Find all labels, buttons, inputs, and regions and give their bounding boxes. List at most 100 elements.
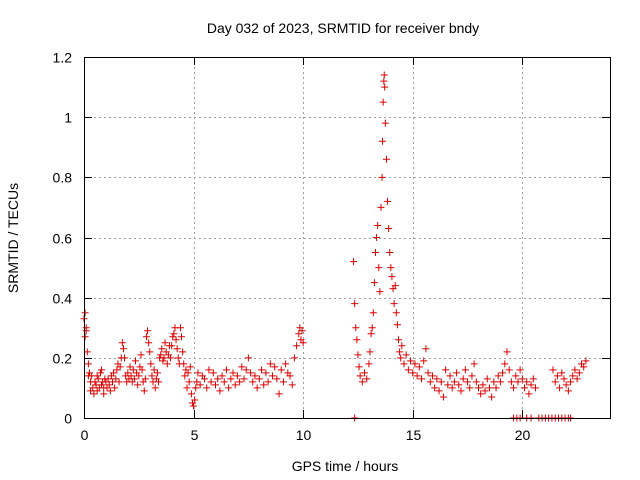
data-point — [167, 354, 175, 362]
data-point — [104, 375, 112, 383]
data-point — [523, 378, 531, 386]
data-point — [575, 369, 583, 377]
data-point — [395, 336, 403, 344]
data-point — [91, 378, 99, 386]
data-point — [119, 345, 127, 353]
data-point — [168, 342, 176, 350]
data-point — [222, 366, 230, 374]
data-point — [134, 381, 142, 389]
data-point — [505, 366, 513, 374]
data-point — [158, 345, 166, 353]
data-point — [483, 375, 491, 383]
data-point — [353, 336, 361, 344]
data-point — [209, 369, 217, 377]
data-point — [207, 378, 215, 386]
data-point — [268, 372, 276, 380]
data-point — [420, 357, 428, 365]
data-point — [431, 384, 439, 392]
data-point — [110, 369, 118, 377]
data-point — [286, 372, 294, 380]
data-point — [556, 384, 564, 392]
data-point — [477, 390, 485, 398]
data-point — [271, 363, 279, 371]
data-point — [172, 336, 180, 344]
data-point — [115, 378, 123, 386]
data-point — [398, 342, 406, 350]
y-axis-label: SRMTID / TECUs — [5, 183, 21, 293]
data-point — [393, 321, 401, 329]
data-point — [450, 378, 458, 386]
data-point — [390, 300, 398, 308]
data-point — [93, 372, 101, 380]
data-point — [94, 375, 102, 383]
data-point — [251, 372, 259, 380]
data-point — [558, 369, 566, 377]
data-point — [118, 339, 126, 347]
data-point — [196, 381, 204, 389]
data-point — [437, 378, 445, 386]
data-point — [192, 384, 200, 392]
data-point — [242, 366, 250, 374]
data-point — [203, 384, 211, 392]
data-point — [163, 360, 171, 368]
x-tick-label: 0 — [81, 427, 89, 443]
data-point — [247, 369, 255, 377]
data-point — [132, 357, 140, 365]
data-point — [153, 369, 161, 377]
data-point — [266, 360, 274, 368]
data-point — [350, 258, 358, 266]
y-tick-label: 1 — [64, 110, 72, 126]
data-point — [553, 372, 561, 380]
data-point — [424, 369, 432, 377]
data-point — [573, 375, 581, 383]
data-point — [562, 381, 570, 389]
data-point — [488, 393, 496, 401]
data-point — [108, 378, 116, 386]
data-point — [351, 300, 359, 308]
data-point — [277, 366, 285, 374]
data-point — [238, 363, 246, 371]
data-point — [387, 264, 395, 272]
data-point — [193, 378, 201, 386]
data-point — [180, 360, 188, 368]
data-point — [176, 324, 184, 332]
data-point — [457, 387, 465, 395]
data-point — [212, 381, 219, 389]
data-point — [514, 378, 522, 386]
data-point — [138, 366, 146, 374]
data-point — [130, 375, 138, 383]
data-point — [549, 366, 557, 374]
data-point — [422, 345, 430, 353]
data-point — [371, 249, 379, 257]
data-point — [521, 384, 529, 392]
data-point — [145, 339, 153, 347]
data-point — [501, 360, 509, 368]
data-point — [288, 381, 296, 389]
data-point — [184, 369, 192, 377]
data-point — [380, 71, 388, 79]
data-point — [503, 348, 511, 356]
data-point — [516, 366, 524, 374]
data-point — [295, 330, 303, 338]
data-point — [216, 387, 224, 395]
data-point — [81, 333, 89, 341]
data-point — [446, 372, 454, 380]
data-point — [459, 375, 467, 383]
data-point — [368, 324, 376, 332]
data-point — [507, 378, 515, 386]
data-point — [135, 372, 143, 380]
data-point — [481, 387, 489, 395]
data-point — [531, 384, 539, 392]
data-point — [249, 378, 257, 386]
data-point — [157, 351, 165, 359]
data-point — [464, 378, 472, 386]
data-point — [240, 375, 248, 383]
data-point — [236, 378, 244, 386]
data-point — [355, 363, 363, 371]
data-point — [100, 390, 108, 398]
data-point — [407, 357, 415, 365]
chart-title: Day 032 of 2023, SRMTID for receiver bnd… — [207, 20, 479, 36]
data-point — [262, 369, 270, 377]
data-point — [551, 378, 559, 386]
